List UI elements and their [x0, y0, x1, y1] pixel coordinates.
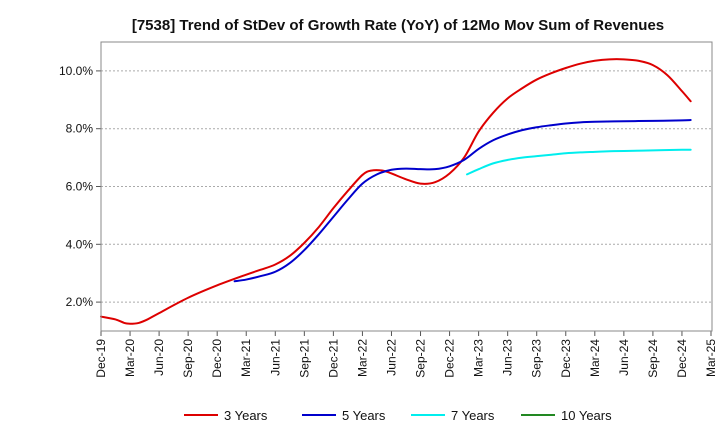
x-tick-label: Dec-23: [559, 339, 573, 378]
legend-label-7-years: 7 Years: [451, 408, 495, 423]
x-tick-label: Jun-21: [268, 339, 282, 376]
x-tick-label: Sep-21: [297, 339, 311, 378]
x-tick-label: Jun-23: [501, 339, 515, 376]
x-tick-label: Dec-21: [326, 339, 340, 378]
y-axis: 2.0% 4.0% 6.0% 8.0% 10.0%: [59, 64, 101, 309]
series-line-3-years: [100, 58, 692, 325]
legend-label-3-years: 3 Years: [224, 408, 268, 423]
grid: [101, 70, 712, 303]
series-line-7-years: [466, 148, 692, 176]
x-axis: Dec-19 Mar-20 Jun-20 Sep-20 Dec-20 Mar-21 Jun-…: [94, 331, 718, 378]
y-tick-label: 10.0%: [59, 64, 93, 78]
x-tick-label: Sep-23: [530, 339, 544, 378]
plot-frame: [100, 41, 713, 332]
x-tick-label: Mar-21: [239, 339, 253, 377]
legend-label-5-years: 5 Years: [342, 408, 386, 423]
y-tick-label: 8.0%: [66, 122, 94, 136]
x-tick-label: Mar-22: [355, 339, 369, 377]
x-tick-label: Jun-20: [152, 339, 166, 376]
series-line-5-years: [233, 119, 692, 283]
x-tick-label: Jun-24: [617, 339, 631, 376]
y-tick-label: 2.0%: [66, 295, 94, 309]
x-tick-label: Dec-22: [443, 339, 457, 378]
x-tick-label: Mar-23: [472, 339, 486, 377]
legend-label-10-years: 10 Years: [561, 408, 612, 423]
legend: 3 Years 5 Years 7 Years 10 Years: [184, 408, 612, 423]
x-tick-label: Dec-20: [210, 339, 224, 378]
x-tick-label: Dec-19: [94, 339, 108, 378]
x-tick-label: Mar-20: [123, 339, 137, 377]
y-tick-label: 6.0%: [66, 180, 94, 194]
x-tick-label: Sep-20: [181, 339, 195, 378]
series-group: [100, 58, 692, 325]
x-tick-label: Sep-22: [414, 339, 428, 378]
chart-title: [7538] Trend of StDev of Growth Rate (Yo…: [132, 17, 664, 34]
x-tick-label: Dec-24: [675, 339, 689, 378]
x-tick-label: Mar-24: [588, 339, 602, 377]
x-tick-label: Mar-25: [704, 339, 718, 377]
y-tick-label: 4.0%: [66, 237, 94, 251]
x-tick-label: Jun-22: [384, 339, 398, 376]
x-tick-label: Sep-24: [646, 339, 660, 378]
